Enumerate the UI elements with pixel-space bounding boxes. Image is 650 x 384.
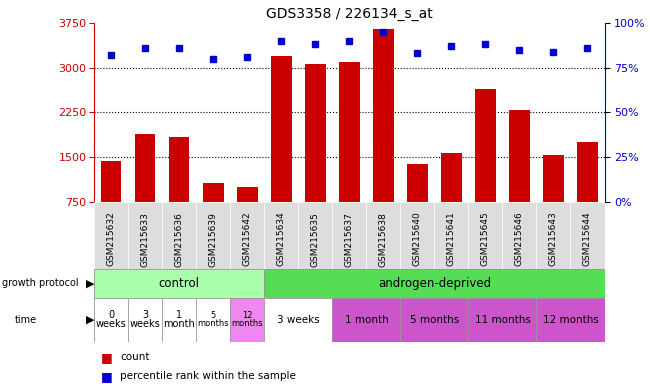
Bar bbox=[577, 142, 598, 202]
Text: 3 weeks: 3 weeks bbox=[277, 314, 320, 325]
Text: GSM215637: GSM215637 bbox=[345, 212, 354, 266]
Bar bbox=[265, 202, 298, 269]
Text: time: time bbox=[14, 314, 36, 325]
Bar bbox=[162, 202, 196, 269]
Text: GSM215636: GSM215636 bbox=[175, 212, 184, 266]
Text: count: count bbox=[120, 352, 150, 362]
Bar bbox=[543, 155, 564, 202]
Bar bbox=[128, 202, 162, 269]
Text: ▶: ▶ bbox=[86, 314, 94, 325]
Text: GSM215634: GSM215634 bbox=[277, 212, 286, 266]
Bar bbox=[339, 62, 359, 202]
Bar bbox=[571, 202, 605, 269]
Text: GSM215642: GSM215642 bbox=[243, 212, 252, 266]
Bar bbox=[203, 183, 224, 202]
Text: ■: ■ bbox=[101, 370, 112, 383]
Bar bbox=[94, 202, 128, 269]
Bar bbox=[305, 64, 326, 202]
Text: 12
months: 12 months bbox=[231, 311, 263, 328]
Bar bbox=[367, 202, 400, 269]
Bar bbox=[502, 202, 536, 269]
Bar bbox=[298, 202, 332, 269]
Text: GSM215632: GSM215632 bbox=[107, 212, 116, 266]
Bar bbox=[373, 29, 394, 202]
Text: GSM215633: GSM215633 bbox=[141, 212, 150, 266]
Bar bbox=[230, 202, 265, 269]
Bar bbox=[135, 134, 155, 202]
Text: 0
weeks: 0 weeks bbox=[96, 310, 127, 329]
Bar bbox=[509, 110, 530, 202]
Text: 5
months: 5 months bbox=[198, 311, 229, 328]
Bar bbox=[332, 202, 367, 269]
Text: GSM215641: GSM215641 bbox=[447, 212, 456, 266]
Text: androgen-deprived: androgen-deprived bbox=[378, 277, 491, 290]
Text: 1 month: 1 month bbox=[344, 314, 388, 325]
Text: 3
weeks: 3 weeks bbox=[130, 310, 161, 329]
Text: growth protocol: growth protocol bbox=[2, 278, 79, 288]
Text: GSM215645: GSM215645 bbox=[481, 212, 490, 266]
Text: control: control bbox=[159, 277, 200, 290]
Bar bbox=[434, 202, 469, 269]
Bar bbox=[441, 153, 461, 202]
Text: GSM215635: GSM215635 bbox=[311, 212, 320, 266]
Bar bbox=[271, 56, 292, 202]
Text: 5 months: 5 months bbox=[410, 314, 459, 325]
Text: GSM215638: GSM215638 bbox=[379, 212, 388, 266]
Bar bbox=[101, 161, 122, 202]
Text: GSM215640: GSM215640 bbox=[413, 212, 422, 266]
Bar bbox=[536, 202, 571, 269]
Bar bbox=[469, 202, 502, 269]
Bar bbox=[475, 89, 496, 202]
Bar bbox=[196, 202, 230, 269]
Text: GSM215644: GSM215644 bbox=[583, 212, 592, 266]
Text: percentile rank within the sample: percentile rank within the sample bbox=[120, 371, 296, 381]
Bar bbox=[169, 137, 190, 202]
Bar bbox=[400, 202, 434, 269]
Text: 11 months: 11 months bbox=[474, 314, 530, 325]
Text: GSM215646: GSM215646 bbox=[515, 212, 524, 266]
Text: GSM215639: GSM215639 bbox=[209, 212, 218, 266]
Text: ■: ■ bbox=[101, 351, 112, 364]
Text: 12 months: 12 months bbox=[543, 314, 599, 325]
Bar bbox=[237, 187, 257, 202]
Text: 1
month: 1 month bbox=[163, 310, 195, 329]
Title: GDS3358 / 226134_s_at: GDS3358 / 226134_s_at bbox=[266, 7, 433, 21]
Text: ▶: ▶ bbox=[86, 278, 94, 288]
Bar bbox=[407, 164, 428, 202]
Text: GSM215643: GSM215643 bbox=[549, 212, 558, 266]
